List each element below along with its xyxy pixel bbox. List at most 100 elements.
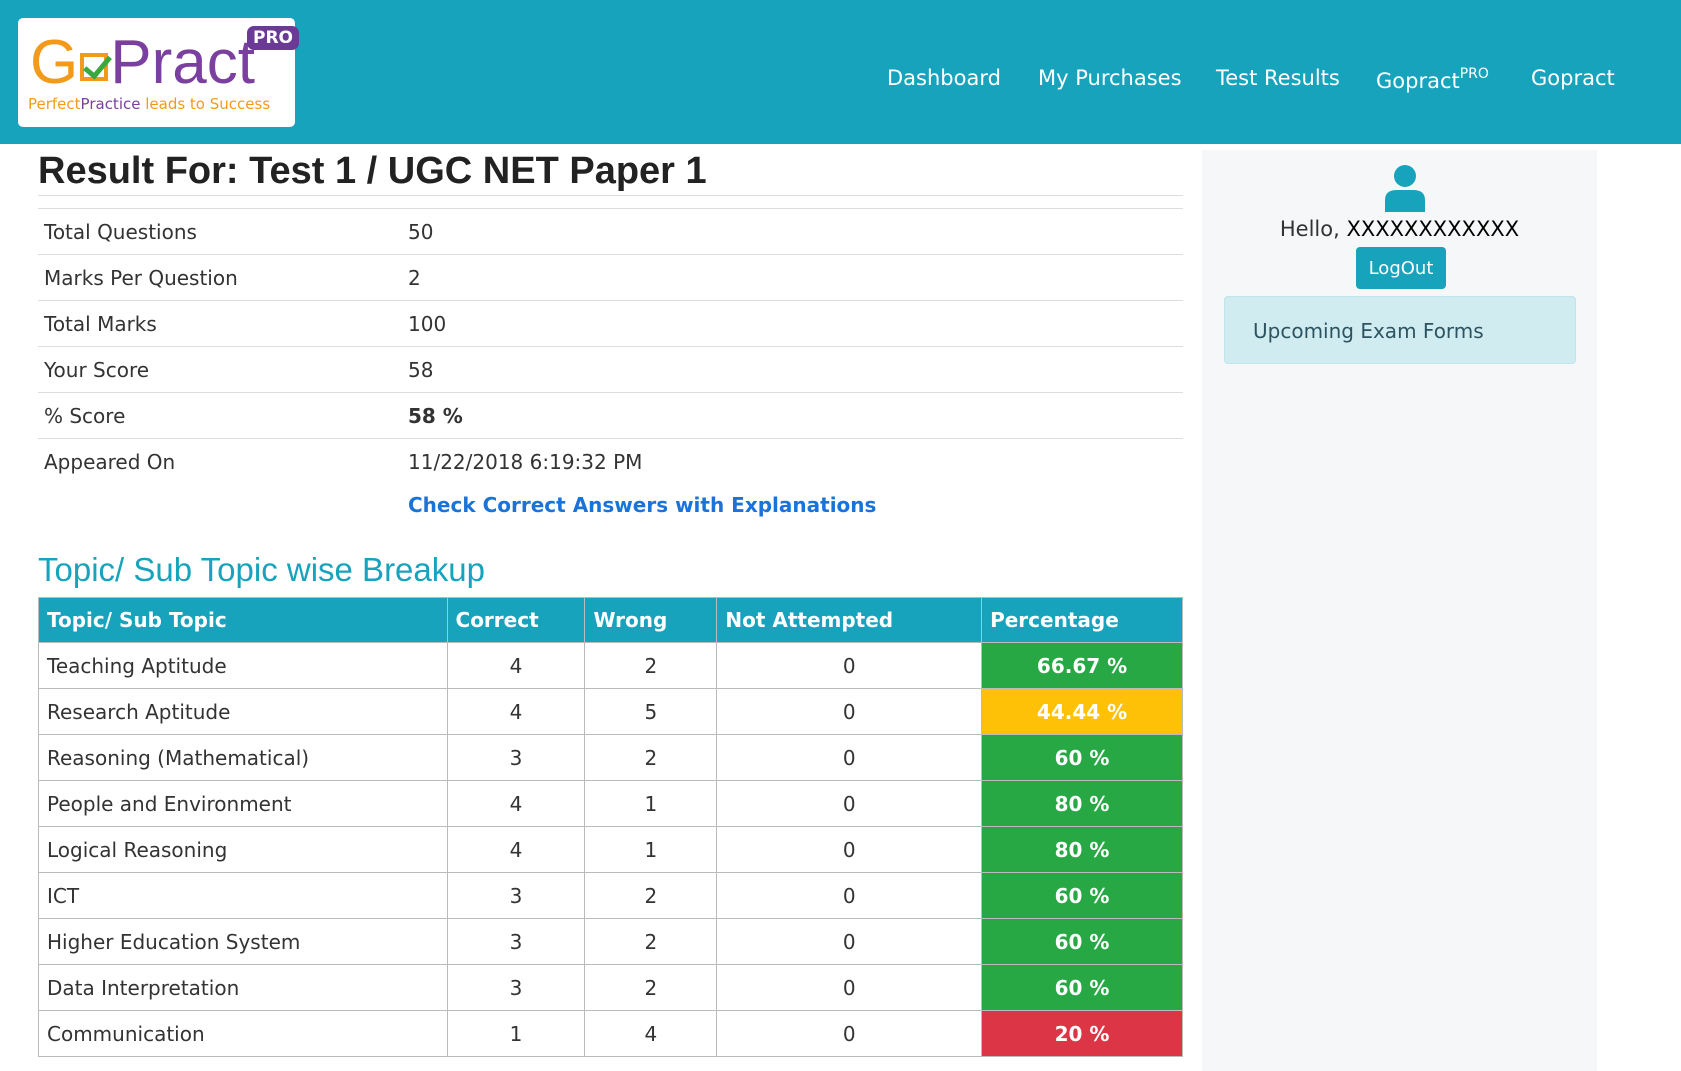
- cell-wrong: 1: [584, 826, 718, 873]
- result-summary-table: Total Questions 50 Marks Per Question 2 Tota…: [38, 208, 1183, 484]
- nav-test-results[interactable]: Test Results: [1216, 66, 1340, 90]
- cell-not-attempted: 0: [716, 964, 983, 1011]
- nav-my-purchases[interactable]: My Purchases: [1038, 66, 1182, 90]
- summary-value: 100: [402, 300, 1183, 347]
- greeting-label: Hello,: [1279, 217, 1347, 241]
- tagline-practice: Practice: [80, 95, 141, 113]
- cell-percentage: 60 %: [981, 918, 1183, 965]
- cell-correct: 4: [446, 780, 586, 827]
- cell-percentage: 80 %: [981, 780, 1183, 827]
- summary-row: Marks Per Question 2: [38, 254, 1183, 301]
- cell-topic: Higher Education System: [38, 918, 448, 965]
- topic-breakup-table: Topic/ Sub Topic Correct Wrong Not Attempte…: [38, 597, 1183, 1057]
- summary-row: Your Score 58: [38, 346, 1183, 393]
- logout-button[interactable]: LogOut: [1356, 247, 1446, 289]
- title-divider: [38, 195, 1183, 196]
- cell-topic: Logical Reasoning: [38, 826, 448, 873]
- logo-pract: Pract: [110, 28, 255, 97]
- table-row: Teaching Aptitude 4 2 0 66.67 %: [38, 642, 1183, 689]
- nav-dashboard[interactable]: Dashboard: [887, 66, 1001, 90]
- nav-gopract-pro-label: Gopract: [1376, 69, 1460, 93]
- cell-correct: 3: [446, 872, 586, 919]
- summary-value: 58: [402, 346, 1183, 393]
- logo-tagline: PerfectPractice leads to Success: [28, 95, 270, 113]
- checkmark-icon: [80, 53, 109, 81]
- cell-wrong: 2: [584, 964, 718, 1011]
- summary-label: Your Score: [38, 346, 402, 393]
- cell-topic: Research Aptitude: [38, 688, 448, 735]
- navbar: G Pract PRO PerfectPractice leads to Succ…: [0, 0, 1681, 144]
- cell-wrong: 2: [584, 872, 718, 919]
- cell-wrong: 1: [584, 780, 718, 827]
- cell-correct: 1: [446, 1010, 586, 1057]
- tagline-perfect: Perfect: [28, 95, 81, 113]
- cell-not-attempted: 0: [716, 734, 983, 781]
- summary-row: Appeared On 11/22/2018 6:19:32 PM: [38, 438, 1183, 484]
- table-row: People and Environment 4 1 0 80 %: [38, 780, 1183, 827]
- table-row: Logical Reasoning 4 1 0 80 %: [38, 826, 1183, 873]
- cell-not-attempted: 0: [716, 1010, 983, 1057]
- cell-wrong: 2: [584, 734, 718, 781]
- table-row: Communication 1 4 0 20 %: [38, 1010, 1183, 1057]
- column-header: Not Attempted: [716, 597, 983, 643]
- cell-percentage: 60 %: [981, 734, 1183, 781]
- table-row: Data Interpretation 3 2 0 60 %: [38, 964, 1183, 1011]
- cell-not-attempted: 0: [716, 826, 983, 873]
- logo-wordmark: G Pract: [30, 32, 255, 94]
- cell-percentage: 20 %: [981, 1010, 1183, 1057]
- cell-correct: 3: [446, 734, 586, 781]
- cell-not-attempted: 0: [716, 780, 983, 827]
- table-row: ICT 3 2 0 60 %: [38, 872, 1183, 919]
- cell-correct: 4: [446, 688, 586, 735]
- breakup-title: Topic/ Sub Topic wise Breakup: [38, 551, 485, 588]
- cell-topic: Communication: [38, 1010, 448, 1057]
- cell-correct: 4: [446, 642, 586, 689]
- nav-gopract-pro[interactable]: GopractPRO: [1376, 66, 1489, 93]
- cell-percentage: 44.44 %: [981, 688, 1183, 735]
- user-icon: [1385, 165, 1425, 212]
- sidebar: Hello, XXXXXXXXXXXX LogOut Upcoming Exam…: [1202, 150, 1597, 1071]
- cell-wrong: 2: [584, 642, 718, 689]
- cell-topic: People and Environment: [38, 780, 448, 827]
- cell-correct: 4: [446, 826, 586, 873]
- summary-label: Total Marks: [38, 300, 402, 347]
- cell-percentage: 60 %: [981, 872, 1183, 919]
- cell-topic: ICT: [38, 872, 448, 919]
- cell-not-attempted: 0: [716, 688, 983, 735]
- nav-gopract[interactable]: Gopract: [1531, 66, 1615, 90]
- logo-pro-badge: PRO: [247, 26, 300, 50]
- column-header: Topic/ Sub Topic: [38, 597, 448, 643]
- cell-percentage: 60 %: [981, 964, 1183, 1011]
- page-title: Result For: Test 1 / UGC NET Paper 1: [38, 150, 707, 192]
- check-answers-link[interactable]: Check Correct Answers with Explanations: [408, 493, 877, 517]
- table-row: Reasoning (Mathematical) 3 2 0 60 %: [38, 734, 1183, 781]
- summary-label: Total Questions: [38, 208, 402, 255]
- summary-row: Total Questions 50: [38, 208, 1183, 255]
- table-row: Research Aptitude 4 5 0 44.44 %: [38, 688, 1183, 735]
- table-row: Higher Education System 3 2 0 60 %: [38, 918, 1183, 965]
- table-header-row: Topic/ Sub Topic Correct Wrong Not Attempte…: [38, 597, 1183, 643]
- tagline-rest: leads to Success: [140, 95, 271, 113]
- cell-wrong: 5: [584, 688, 718, 735]
- upcoming-exam-forms[interactable]: Upcoming Exam Forms: [1224, 296, 1576, 364]
- brand-logo[interactable]: G Pract PRO PerfectPractice leads to Succ…: [18, 18, 300, 127]
- column-header: Wrong: [584, 597, 718, 643]
- cell-correct: 3: [446, 964, 586, 1011]
- summary-label: % Score: [38, 392, 402, 439]
- cell-correct: 3: [446, 918, 586, 965]
- greeting: Hello, XXXXXXXXXXXX: [1202, 217, 1597, 241]
- cell-wrong: 2: [584, 918, 718, 965]
- summary-value: 11/22/2018 6:19:32 PM: [402, 438, 1183, 484]
- summary-label: Marks Per Question: [38, 254, 402, 301]
- cell-wrong: 4: [584, 1010, 718, 1057]
- cell-not-attempted: 0: [716, 918, 983, 965]
- cell-percentage: 80 %: [981, 826, 1183, 873]
- cell-percentage: 66.67 %: [981, 642, 1183, 689]
- column-header: Percentage: [981, 597, 1183, 643]
- column-header: Correct: [446, 597, 586, 643]
- summary-row: Total Marks 100: [38, 300, 1183, 347]
- summary-row: % Score 58 %: [38, 392, 1183, 439]
- summary-value: 2: [402, 254, 1183, 301]
- cell-topic: Teaching Aptitude: [38, 642, 448, 689]
- nav-pro-superscript: PRO: [1459, 66, 1489, 82]
